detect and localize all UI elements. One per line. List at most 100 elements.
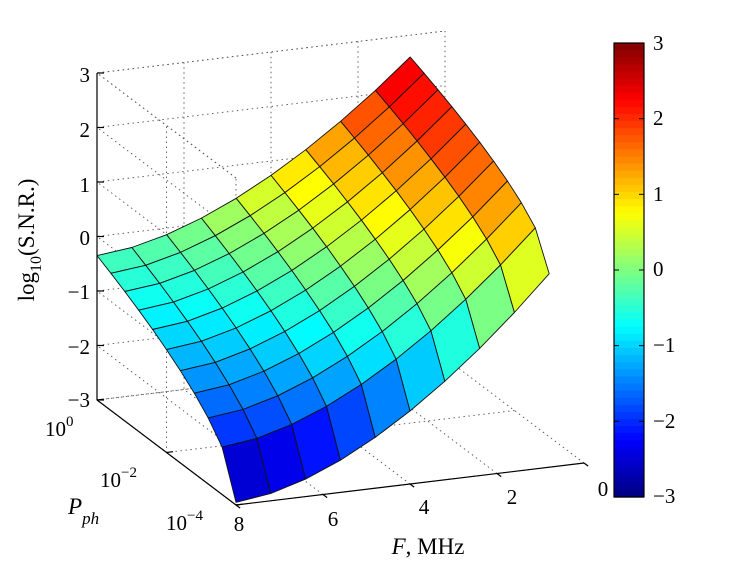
colorbar-swatch (614, 121, 644, 129)
colorbar-tick-label: −3 (653, 484, 675, 508)
x-tick-label: 2 (507, 485, 518, 509)
colorbar-swatch (614, 277, 644, 285)
colorbar-swatch (614, 319, 644, 328)
colorbar-swatch (614, 78, 644, 87)
colorbar-swatch (614, 440, 644, 448)
x-tick (235, 504, 241, 509)
x-tick-label: 4 (419, 495, 430, 519)
colorbar-swatch (614, 113, 644, 122)
z-tick-label: 1 (80, 173, 91, 197)
colorbar-tick-label: 1 (653, 182, 664, 206)
colorbar-swatch (614, 305, 644, 314)
colorbar-swatch (614, 64, 644, 72)
colorbar-swatch (614, 340, 644, 349)
colorbar-swatch (614, 85, 644, 94)
colorbar-swatch (614, 255, 644, 264)
colorbar-swatch (614, 298, 644, 307)
axes (96, 72, 589, 509)
colorbar-swatch (614, 489, 644, 498)
colorbar-swatch (614, 326, 644, 335)
colorbar-swatch (614, 333, 644, 342)
colorbar-tick-label: 2 (653, 106, 664, 130)
colorbar-swatch (614, 135, 644, 143)
colorbar-swatch (614, 468, 644, 477)
colorbar-swatch (614, 170, 644, 179)
colorbar-swatch (614, 248, 644, 257)
y-tick (235, 503, 243, 506)
colorbar-swatch (614, 213, 644, 221)
colorbar-swatch (614, 241, 644, 250)
colorbar-swatch (614, 411, 644, 420)
colorbar-swatch (614, 362, 644, 370)
colorbar-swatch (614, 50, 644, 58)
y-tick-label: 10−4 (166, 508, 203, 535)
colorbar-swatch (614, 92, 644, 101)
colorbar-tick-label: 3 (653, 31, 664, 55)
colorbar-swatch (614, 291, 644, 299)
z-tick-label: 2 (80, 118, 91, 142)
z-tick-label: 3 (80, 63, 91, 87)
colorbar-swatch (614, 234, 644, 243)
x-tick (583, 462, 589, 467)
colorbar-swatch (614, 184, 644, 193)
colorbar-tick-label: −1 (653, 333, 675, 357)
colorbar-swatch (614, 418, 644, 427)
colorbar-tick-label: −2 (653, 409, 675, 433)
y-tick-label: 10−2 (100, 465, 137, 492)
colorbar-swatch (614, 404, 644, 413)
colorbar (613, 42, 645, 498)
x-axis-label: F, MHz (391, 534, 465, 559)
colorbar-swatch (614, 270, 644, 278)
colorbar-swatch (614, 220, 644, 229)
colorbar-swatch (614, 454, 644, 463)
colorbar-swatch (614, 99, 644, 108)
y-tick (96, 398, 104, 401)
colorbar-swatch (614, 262, 644, 271)
colorbar-swatch (614, 383, 644, 392)
colorbar-swatch (614, 57, 644, 65)
colorbar-swatch (614, 461, 644, 470)
z-tick-label: 0 (80, 226, 91, 250)
z-tick-label: −3 (68, 388, 90, 412)
colorbar-swatch (614, 475, 644, 484)
colorbar-swatch (614, 390, 644, 399)
colorbar-swatch (614, 348, 644, 356)
colorbar-swatch (614, 376, 644, 385)
colorbar-swatch (614, 482, 644, 491)
colorbar-swatch (614, 447, 644, 456)
x-tick-label: 6 (328, 507, 339, 531)
colorbar-swatch (614, 71, 644, 80)
colorbar-swatch (614, 206, 644, 214)
colorbar-swatch (614, 227, 644, 236)
x-tick (322, 494, 328, 499)
colorbar-swatch (614, 163, 644, 172)
colorbar-tick-label: 0 (653, 257, 664, 281)
colorbar-swatch (614, 43, 644, 51)
colorbar-swatch (614, 191, 644, 200)
x-tick-label: 8 (234, 512, 245, 536)
y-axis-label: Pph (67, 494, 99, 528)
y-tick-label: 100 (45, 414, 74, 441)
colorbar-swatch (614, 177, 644, 186)
colorbar-swatch (614, 106, 644, 115)
y-tick (166, 451, 174, 454)
colorbar-swatch (614, 156, 644, 165)
x-tick (496, 473, 502, 478)
surface-cell (221, 437, 272, 503)
colorbar-swatch (614, 369, 644, 377)
surface-mesh (96, 56, 550, 503)
x-tick (409, 483, 415, 488)
z-axis-label: log10(S.N.R.) (14, 179, 45, 302)
colorbar-swatch (614, 397, 644, 406)
colorbar-swatch (614, 142, 644, 150)
colorbar-swatch (614, 149, 644, 158)
colorbar-swatch (614, 355, 644, 363)
z-tick-label: −1 (68, 280, 90, 304)
colorbar-swatch (614, 284, 644, 292)
colorbar-swatch (614, 312, 644, 321)
colorbar-swatch (614, 426, 644, 434)
x-tick-label: 0 (598, 477, 609, 501)
colorbar-swatch (614, 199, 644, 207)
z-tick-label: −2 (68, 335, 90, 359)
